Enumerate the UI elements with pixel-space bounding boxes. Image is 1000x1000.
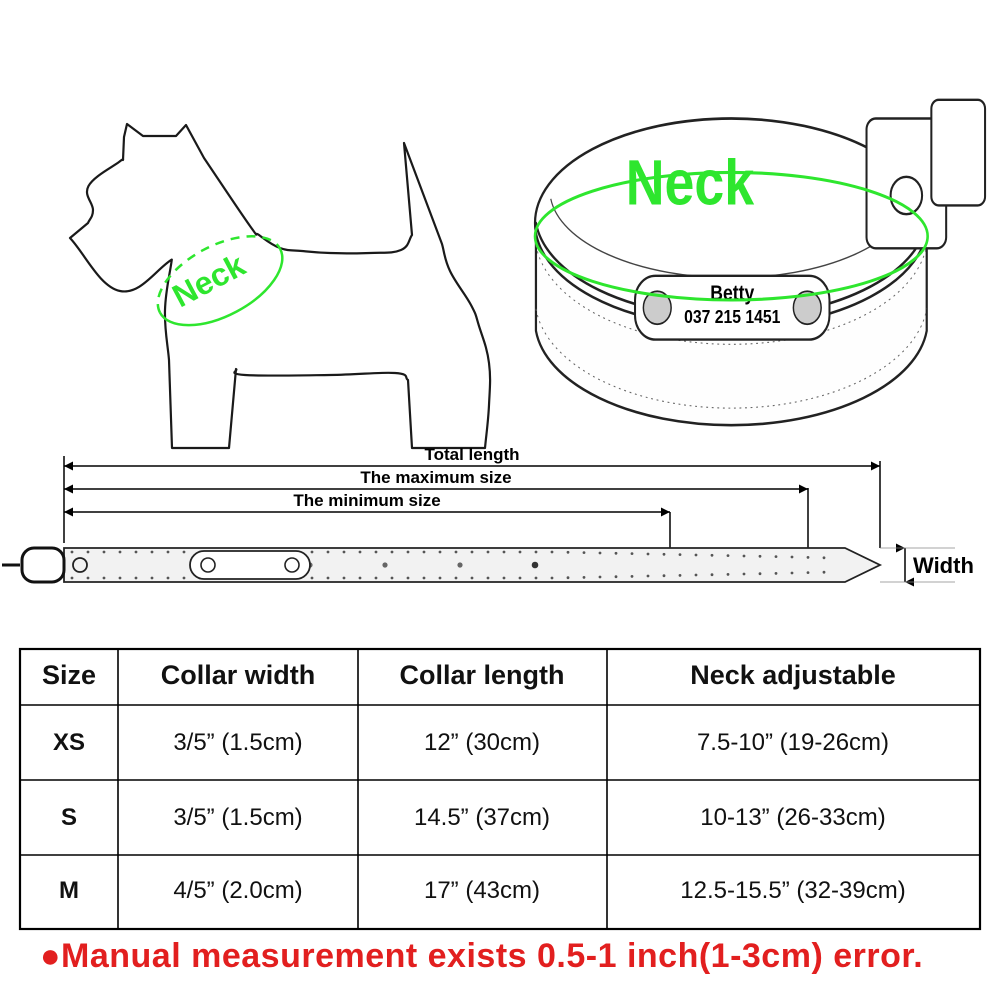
svg-text:7.5-10” (19-26cm): 7.5-10” (19-26cm) bbox=[697, 729, 889, 756]
svg-text:Neck adjustable: Neck adjustable bbox=[690, 660, 896, 690]
svg-text:14.5” (37cm): 14.5” (37cm) bbox=[414, 804, 550, 831]
svg-text:XS: XS bbox=[53, 729, 85, 756]
svg-text:10-13” (26-33cm): 10-13” (26-33cm) bbox=[700, 804, 885, 831]
svg-text:M: M bbox=[59, 877, 79, 904]
svg-text:3/5” (1.5cm): 3/5” (1.5cm) bbox=[173, 804, 302, 831]
svg-text:Collar width: Collar width bbox=[161, 660, 316, 690]
svg-text:4/5” (2.0cm): 4/5” (2.0cm) bbox=[173, 877, 302, 904]
svg-text:3/5” (1.5cm): 3/5” (1.5cm) bbox=[173, 729, 302, 756]
svg-text:17” (43cm): 17” (43cm) bbox=[424, 877, 540, 904]
svg-text:S: S bbox=[61, 804, 77, 831]
svg-text:12.5-15.5” (32-39cm): 12.5-15.5” (32-39cm) bbox=[680, 877, 905, 904]
svg-text:Collar length: Collar length bbox=[399, 660, 564, 690]
svg-text:Size: Size bbox=[42, 660, 96, 690]
svg-text:12” (30cm): 12” (30cm) bbox=[424, 729, 540, 756]
